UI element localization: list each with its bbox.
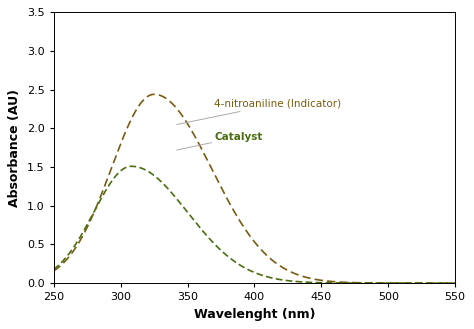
X-axis label: Wavelenght (nm): Wavelenght (nm): [194, 308, 315, 321]
Text: 4-nitroaniline (Indicator): 4-nitroaniline (Indicator): [177, 99, 341, 124]
Y-axis label: Absorbance (AU): Absorbance (AU): [9, 89, 21, 207]
Text: Catalyst: Catalyst: [177, 132, 263, 150]
